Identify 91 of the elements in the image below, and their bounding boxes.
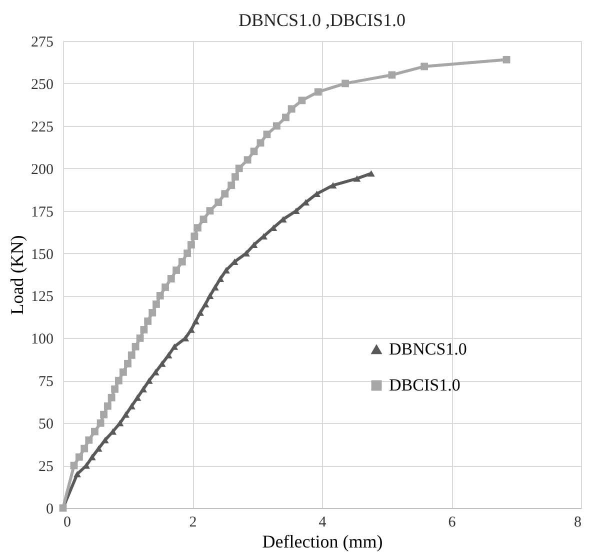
point xyxy=(244,156,252,164)
point xyxy=(144,317,152,325)
point xyxy=(96,419,104,427)
point xyxy=(196,310,204,316)
point xyxy=(170,343,178,350)
point xyxy=(216,276,224,282)
y-tick-label: 200 xyxy=(31,162,54,178)
point xyxy=(288,105,296,113)
y-tick-label: 175 xyxy=(31,204,54,220)
point xyxy=(211,284,219,290)
point xyxy=(91,428,98,436)
point xyxy=(132,342,140,350)
y-tick-label: 50 xyxy=(38,416,54,433)
x-tick-label: 2 xyxy=(189,514,197,530)
point xyxy=(128,402,136,410)
point xyxy=(134,394,142,401)
point xyxy=(128,351,136,359)
point xyxy=(202,301,210,308)
x-tick-label: 6 xyxy=(448,514,456,530)
point xyxy=(184,250,192,257)
point xyxy=(74,470,81,478)
point xyxy=(80,444,88,452)
y-tick-label: 100 xyxy=(31,332,54,348)
legend-label: DBNCS1.0 xyxy=(389,340,467,358)
point xyxy=(235,164,243,172)
point xyxy=(206,292,214,299)
point xyxy=(140,386,147,392)
point xyxy=(263,130,271,138)
point xyxy=(100,410,108,418)
y-tick-label: 150 xyxy=(31,246,54,263)
legend-label: DBCIS1.0 xyxy=(389,376,460,394)
point xyxy=(88,454,96,460)
point xyxy=(167,275,175,282)
point xyxy=(111,385,119,393)
point xyxy=(187,326,195,333)
point xyxy=(200,216,208,224)
point xyxy=(206,207,214,215)
x-axis-title: Deflection (mm) xyxy=(262,532,383,552)
point xyxy=(221,190,229,198)
point xyxy=(214,198,222,206)
point xyxy=(192,318,200,324)
y-tick-label: 75 xyxy=(38,374,54,390)
y-tick-label: 125 xyxy=(31,289,54,306)
point xyxy=(314,88,322,96)
y-axis-title: Load (KN) xyxy=(7,235,27,315)
point xyxy=(136,334,144,342)
point xyxy=(122,411,130,418)
y-tick-label: 225 xyxy=(31,119,54,136)
x-tick-label: 8 xyxy=(574,514,582,530)
point xyxy=(222,267,230,274)
point xyxy=(120,368,127,376)
point xyxy=(152,368,160,376)
point xyxy=(250,148,258,156)
point xyxy=(145,377,153,384)
point xyxy=(388,71,396,79)
point xyxy=(75,453,83,461)
point xyxy=(70,462,78,470)
point xyxy=(353,175,361,182)
point xyxy=(228,182,236,190)
point xyxy=(140,326,148,334)
point xyxy=(178,258,186,266)
point xyxy=(502,56,510,64)
point xyxy=(156,292,164,300)
point xyxy=(420,62,428,70)
point xyxy=(152,300,160,308)
point xyxy=(282,114,290,122)
point xyxy=(187,241,195,248)
point xyxy=(272,122,280,130)
y-tick-label: 275 xyxy=(31,34,54,50)
point xyxy=(190,232,198,240)
point xyxy=(108,394,116,402)
point xyxy=(232,173,239,181)
point xyxy=(342,80,350,88)
point xyxy=(148,309,156,316)
y-tick-label: 0 xyxy=(46,502,54,518)
y-tick-label: 250 xyxy=(31,76,54,93)
point xyxy=(162,284,170,291)
x-tick-label: 4 xyxy=(318,514,327,530)
x-tick-label: 0 xyxy=(64,514,71,530)
point xyxy=(368,170,375,177)
point xyxy=(124,360,132,368)
y-tick-label: 25 xyxy=(38,459,54,476)
point xyxy=(298,96,306,104)
point xyxy=(172,266,180,274)
point xyxy=(104,402,112,410)
point xyxy=(194,224,202,232)
chart-title: DBNCS1.0 ,DBCIS1.0 xyxy=(238,10,406,30)
point xyxy=(329,182,337,189)
point xyxy=(85,436,93,444)
point xyxy=(114,376,122,384)
point xyxy=(256,139,264,147)
